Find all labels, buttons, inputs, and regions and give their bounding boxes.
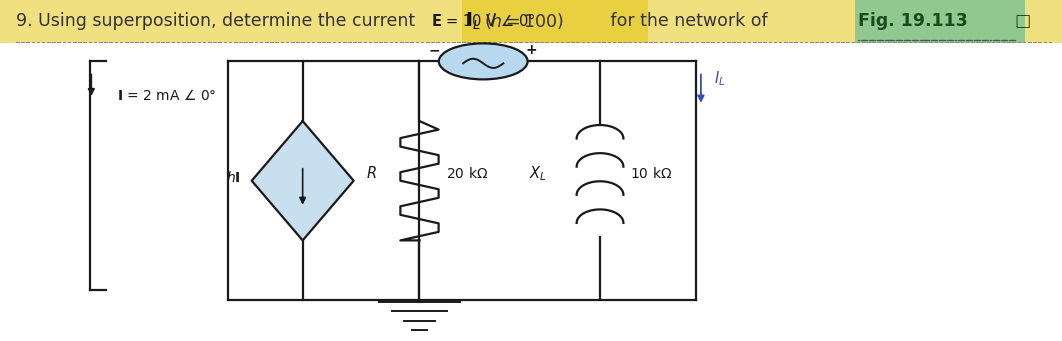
- Text: for the network of: for the network of: [605, 12, 773, 30]
- Text: 10 k$\Omega$: 10 k$\Omega$: [630, 166, 672, 181]
- FancyBboxPatch shape: [0, 0, 1062, 43]
- Text: Fig. 19.113: Fig. 19.113: [858, 12, 967, 30]
- Text: +: +: [526, 43, 537, 57]
- Text: $\mathbf{E}$ = 10 V $\angle$ 0°: $\mathbf{E}$ = 10 V $\angle$ 0°: [431, 12, 535, 29]
- Text: $h\mathbf{I}$: $h\mathbf{I}$: [226, 170, 241, 185]
- Text: −: −: [429, 43, 441, 57]
- Text: $I_L$: $I_L$: [714, 69, 725, 88]
- FancyBboxPatch shape: [462, 0, 648, 43]
- Text: R: R: [366, 166, 377, 181]
- Text: 9. Using superposition, determine the current: 9. Using superposition, determine the cu…: [16, 12, 421, 30]
- Text: □: □: [1014, 12, 1030, 30]
- Text: 20 k$\Omega$: 20 k$\Omega$: [446, 166, 489, 181]
- Text: $(h = 100)$: $(h = 100)$: [484, 11, 564, 31]
- Text: $X_L$: $X_L$: [529, 165, 547, 183]
- Ellipse shape: [439, 43, 528, 79]
- Polygon shape: [252, 121, 354, 240]
- Text: $\mathbf{I}$ = 2 mA $\angle$ 0°: $\mathbf{I}$ = 2 mA $\angle$ 0°: [117, 88, 217, 103]
- Text: $\mathbf{I}_L$: $\mathbf{I}_L$: [465, 11, 481, 32]
- FancyBboxPatch shape: [855, 0, 1025, 43]
